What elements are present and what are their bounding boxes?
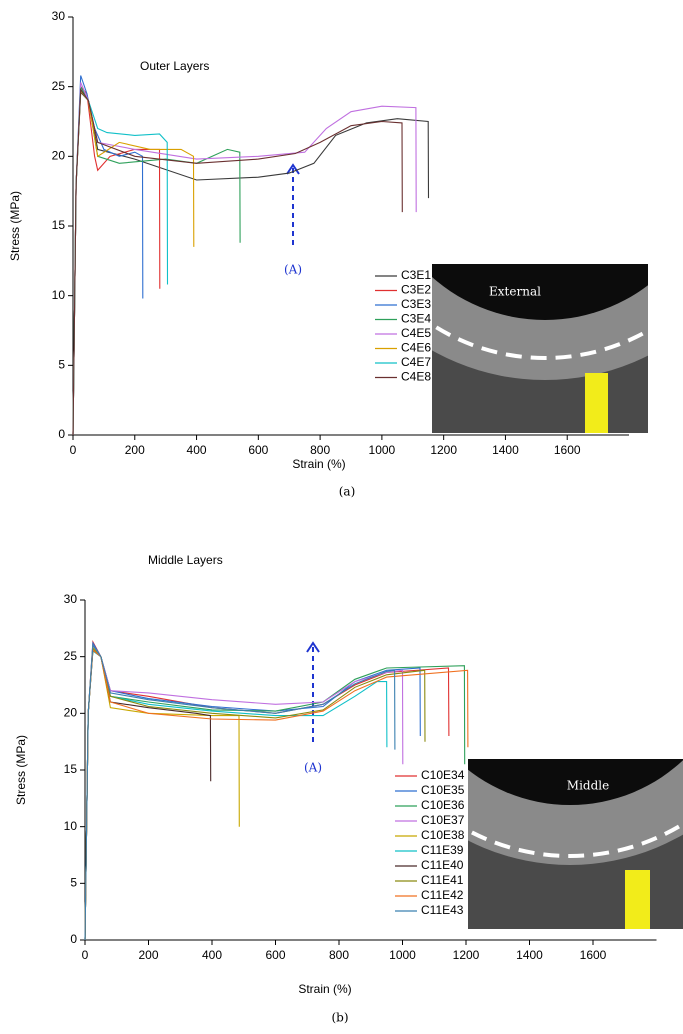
inset-photo — [468, 759, 683, 929]
x-tick-label: 0 — [70, 443, 77, 457]
legend-label: C11E40 — [421, 858, 464, 872]
panel-label: (a) — [339, 485, 356, 499]
y-tick-label: 25 — [64, 649, 78, 663]
series-line — [84, 643, 404, 941]
legend-label: C4E7 — [401, 355, 431, 369]
series-line — [72, 90, 430, 436]
legend-label: C10E36 — [421, 798, 465, 812]
y-axis-label: Stress (MPa) — [8, 191, 22, 261]
x-tick-label: 1200 — [430, 443, 457, 457]
y-tick-label: 20 — [64, 706, 78, 720]
legend-label: C4E8 — [401, 370, 431, 384]
y-tick-label: 25 — [52, 79, 66, 93]
x-axis-label: Strain (%) — [298, 982, 351, 996]
y-tick-label: 30 — [64, 592, 78, 606]
x-tick-label: 1400 — [516, 948, 543, 962]
legend-label: C11E39 — [421, 843, 464, 857]
y-tick-label: 10 — [64, 819, 78, 833]
y-tick-label: 15 — [64, 762, 78, 776]
y-tick-label: 5 — [70, 876, 77, 890]
x-axis-label: Strain (%) — [292, 457, 345, 471]
chart-title: Middle Layers — [148, 553, 223, 567]
legend-label: C3E4 — [401, 312, 431, 326]
y-tick-label: 10 — [52, 288, 66, 302]
annotation-arrowhead — [306, 641, 320, 653]
x-tick-label: 800 — [310, 443, 330, 457]
legend-label: C11E41 — [421, 873, 464, 887]
x-tick-label: 1000 — [389, 948, 416, 962]
y-tick-label: 30 — [52, 9, 66, 23]
legend-label: C3E1 — [401, 268, 431, 282]
annotation-arrowhead — [286, 163, 300, 175]
y-tick-label: 15 — [52, 218, 66, 232]
x-tick-label: 1000 — [369, 443, 396, 457]
chart-title: Outer Layers — [140, 59, 209, 73]
inset-label: Middle — [567, 779, 609, 793]
legend-label: C11E42 — [421, 888, 464, 902]
series-line — [84, 643, 396, 941]
x-tick-label: 200 — [125, 443, 145, 457]
series-line — [72, 87, 169, 436]
legend-label: C10E35 — [421, 783, 465, 797]
x-tick-label: 0 — [82, 948, 89, 962]
y-tick-label: 0 — [58, 427, 65, 441]
inset-label: External — [489, 285, 541, 299]
legend-label: C4E5 — [401, 326, 431, 340]
x-tick-label: 800 — [329, 948, 349, 962]
legend-label: C10E34 — [421, 768, 465, 782]
y-tick-label: 20 — [52, 149, 66, 163]
x-tick-label: 1600 — [580, 948, 607, 962]
y-tick-label: 0 — [70, 932, 77, 946]
series-line — [72, 75, 144, 436]
y-tick-label: 5 — [58, 358, 65, 372]
series-line — [72, 85, 161, 436]
series-line — [72, 87, 403, 436]
inset-photo — [432, 264, 648, 433]
annotation: (A) — [284, 263, 302, 277]
x-tick-label: 600 — [248, 443, 268, 457]
legend-label: C10E37 — [421, 813, 465, 827]
series-line — [72, 82, 417, 436]
series-line — [72, 89, 195, 436]
x-tick-label: 600 — [265, 948, 285, 962]
series-line — [84, 648, 212, 941]
x-tick-label: 200 — [138, 948, 158, 962]
annotation: (A) — [304, 761, 322, 775]
y-axis-label: Stress (MPa) — [14, 735, 28, 805]
legend-label: C3E2 — [401, 283, 431, 297]
x-tick-label: 400 — [202, 948, 222, 962]
x-tick-label: 400 — [187, 443, 207, 457]
x-tick-label: 1600 — [554, 443, 581, 457]
x-tick-label: 1400 — [492, 443, 519, 457]
series-line — [72, 84, 241, 436]
legend-label: C10E38 — [421, 828, 465, 842]
legend-label: C4E6 — [401, 341, 431, 355]
legend-label: C3E3 — [401, 297, 431, 311]
panel-label: (b) — [331, 1011, 348, 1025]
x-tick-label: 1200 — [453, 948, 480, 962]
series-line — [84, 641, 421, 941]
legend-label: C11E43 — [421, 903, 464, 917]
